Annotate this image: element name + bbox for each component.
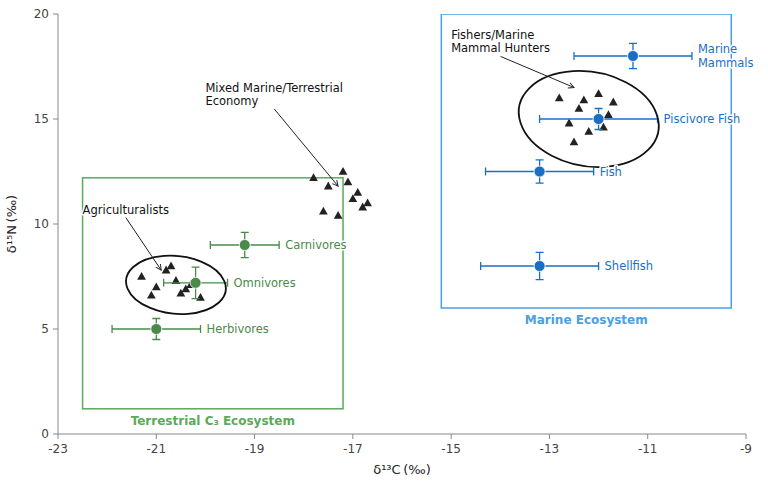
point	[627, 51, 638, 62]
point	[190, 277, 201, 288]
triangle-point	[579, 96, 588, 104]
triangle-point	[152, 282, 161, 290]
point-label: Shellfish	[605, 259, 654, 273]
x-tick	[254, 434, 255, 439]
series-triangle	[555, 89, 618, 145]
series-triangle	[137, 261, 205, 300]
triangle-point	[339, 167, 348, 175]
ellipse-group	[505, 67, 673, 171]
point	[593, 114, 604, 125]
point-label: Piscivore Fish	[664, 112, 741, 126]
x-tick	[58, 434, 59, 439]
triangle-point	[196, 293, 205, 301]
x-tick-label: -19	[245, 442, 265, 456]
x-tick	[352, 434, 353, 439]
plot-area	[83, 14, 732, 409]
series-circle	[481, 43, 692, 279]
region-box	[83, 178, 343, 409]
x-tick-label: -17	[343, 442, 363, 456]
y-tick-label: 10	[34, 217, 49, 231]
x-tick	[746, 434, 747, 439]
point	[239, 240, 250, 251]
x-tick-label: -9	[740, 442, 752, 456]
chart: -23 -21 -19 -17 -15 -13 -11 -9 0 5 10 15 20 δ¹³C (‰) δ…	[0, 0, 768, 484]
y-tick-label: 5	[41, 322, 49, 336]
point-label: MarineMammals	[698, 42, 754, 69]
triangle-point	[334, 211, 343, 219]
triangle-point	[575, 104, 584, 112]
annotation-text: Agriculturalists	[83, 203, 169, 217]
ellipse-group	[116, 252, 237, 317]
triangle-point	[167, 261, 176, 269]
triangle-point	[609, 98, 618, 106]
x-tick-label: -11	[638, 442, 658, 456]
point-label: Carnivores	[285, 238, 346, 252]
y-axis-label: δ¹⁵N (‰)	[4, 195, 19, 253]
triangle-point	[309, 173, 318, 181]
group-ellipse	[116, 252, 237, 317]
triangle-point	[565, 119, 574, 127]
y-tick-label: 20	[34, 7, 49, 21]
y-tick-label: 15	[34, 112, 49, 126]
x-tick	[549, 434, 550, 439]
annotation-text: Fishers/MarineMammal Hunters	[451, 28, 550, 55]
y-tick	[53, 119, 58, 120]
annotation-arrow	[126, 218, 161, 271]
y-tick	[53, 329, 58, 330]
region-box	[441, 14, 731, 308]
group-ellipse	[505, 67, 673, 171]
triangle-point	[137, 272, 146, 280]
triangle-point	[324, 182, 333, 190]
y-tick	[53, 14, 58, 15]
triangle-point	[570, 138, 579, 146]
texts: Terrestrial C₃ Ecosystem Marine Ecosystem…	[83, 28, 754, 428]
x-tick-label: -23	[48, 442, 68, 456]
region-label: Marine Ecosystem	[525, 313, 648, 327]
triangle-point	[604, 110, 613, 118]
point-label: Herbivores	[207, 322, 269, 336]
series-triangle	[309, 167, 372, 219]
y-tick-label: 0	[41, 427, 49, 441]
x-tick-label: -21	[146, 442, 166, 456]
triangle-point	[181, 285, 190, 293]
x-axis-line	[58, 434, 746, 435]
x-tick	[451, 434, 452, 439]
triangle-point	[344, 177, 353, 185]
annotation-arrow	[274, 109, 338, 186]
triangle-point	[353, 188, 362, 196]
triangle-point	[594, 89, 603, 97]
annotation-text: Mixed Marine/TerrestrialEconomy	[205, 81, 343, 108]
x-tick-label: -13	[540, 442, 560, 456]
triangle-point	[147, 291, 156, 299]
triangle-point	[319, 207, 328, 215]
point	[534, 261, 545, 272]
axes: -23 -21 -19 -17 -15 -13 -11 -9 0 5 10 15 20	[34, 7, 752, 456]
point	[151, 324, 162, 335]
region-label: Terrestrial C₃ Ecosystem	[131, 414, 295, 428]
y-tick	[53, 224, 58, 225]
triangle-point	[584, 127, 593, 135]
point	[534, 166, 545, 177]
annotation-arrow	[501, 56, 574, 87]
x-tick-label: -15	[441, 442, 461, 456]
point-label: Fish	[600, 165, 622, 179]
triangle-point	[363, 198, 372, 206]
x-tick	[647, 434, 648, 439]
y-tick	[53, 434, 58, 435]
x-tick	[156, 434, 157, 439]
x-axis-label: δ¹³C (‰)	[373, 462, 431, 477]
point-label: Omnivores	[234, 276, 296, 290]
triangle-point	[555, 93, 564, 101]
